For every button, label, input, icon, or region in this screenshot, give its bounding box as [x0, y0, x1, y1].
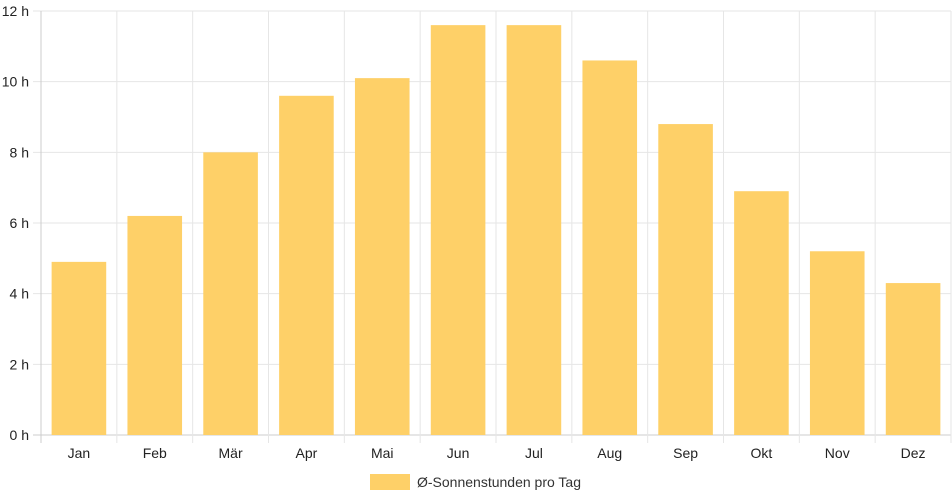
legend-swatch — [370, 474, 410, 490]
bar[interactable] — [127, 215, 183, 435]
legend-label: Ø-Sonnenstunden pro Tag — [417, 474, 581, 490]
legend[interactable]: Ø-Sonnenstunden pro Tag — [370, 474, 581, 490]
bar[interactable] — [885, 283, 941, 435]
x-tick-label: Okt — [751, 445, 773, 461]
grid-lines — [33, 10, 952, 443]
bar[interactable] — [658, 124, 713, 436]
x-tick-label: Mär — [219, 445, 243, 461]
y-tick-label: 2 h — [10, 356, 29, 372]
x-axis-ticks: Jan Feb Mär Apr Mai Jun Jul Aug Sep Okt Nov Dez — [68, 445, 926, 461]
bar[interactable] — [203, 152, 258, 436]
y-tick-label: 4 h — [10, 286, 29, 302]
x-tick-label: Dez — [901, 445, 926, 461]
y-axis-ticks: 0 h 2 h 4 h 6 h 8 h 10 h 12 h — [2, 3, 29, 443]
bar[interactable] — [354, 78, 410, 435]
bar[interactable] — [279, 95, 334, 436]
bar[interactable] — [582, 60, 638, 435]
x-tick-label: Mai — [371, 445, 394, 461]
x-tick-label: Aug — [597, 445, 622, 461]
bar[interactable] — [506, 25, 562, 436]
bar[interactable] — [809, 251, 865, 435]
bar[interactable] — [51, 261, 107, 435]
x-tick-label: Jan — [68, 445, 91, 461]
y-tick-label: 8 h — [10, 144, 29, 160]
x-tick-label: Jun — [447, 445, 470, 461]
x-tick-label: Feb — [143, 445, 167, 461]
bars — [51, 25, 941, 436]
y-tick-label: 0 h — [10, 427, 29, 443]
y-tick-label: 12 h — [2, 3, 29, 19]
y-tick-label: 6 h — [10, 215, 29, 231]
y-tick-label: 10 h — [2, 74, 29, 90]
x-tick-label: Jul — [525, 445, 543, 461]
x-tick-label: Sep — [673, 445, 698, 461]
bar[interactable] — [430, 25, 486, 436]
x-tick-label: Nov — [825, 445, 850, 461]
x-tick-label: Apr — [296, 445, 318, 461]
bar[interactable] — [734, 191, 789, 435]
